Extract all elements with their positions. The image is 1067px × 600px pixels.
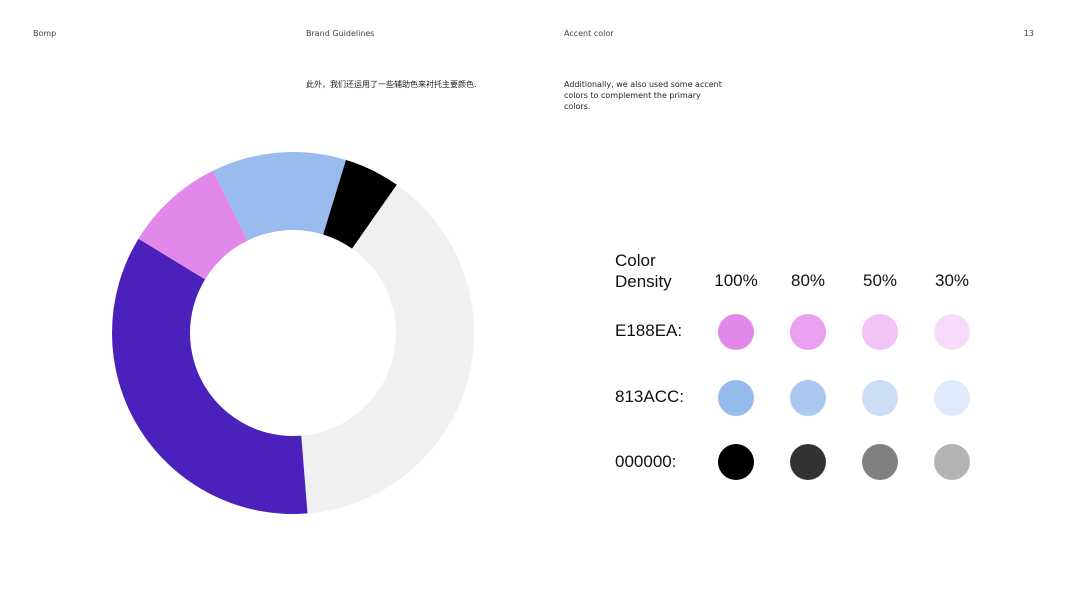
row-label-blue: 813ACC: <box>615 387 684 406</box>
column-header-80: 80% <box>790 271 826 290</box>
document-title: Brand Guidelines <box>306 29 375 38</box>
column-header-50: 50% <box>862 271 898 290</box>
swatch-pink-30 <box>934 314 970 350</box>
swatch-black-80 <box>790 444 826 480</box>
density-table-title: Color Density <box>615 250 672 292</box>
swatch-pink-100 <box>718 314 754 350</box>
column-header-100: 100% <box>714 271 758 290</box>
density-title-line2: Density <box>615 272 672 291</box>
brand-name: Bomp <box>33 29 57 38</box>
accent-color-donut <box>112 152 475 514</box>
donut-segment-4 <box>213 152 346 241</box>
swatch-blue-30 <box>934 380 970 416</box>
swatch-black-30 <box>934 444 970 480</box>
page-number: 13 <box>1023 29 1034 38</box>
donut-segment-2 <box>112 238 308 514</box>
swatch-blue-100 <box>718 380 754 416</box>
swatch-black-50 <box>862 444 898 480</box>
column-header-30: 30% <box>934 271 970 290</box>
intro-text-chinese: 此外，我们还运用了一些辅助色来衬托主要颜色. <box>306 80 477 89</box>
section-title: Accent color <box>564 29 614 38</box>
donut-segment-3 <box>138 170 248 280</box>
swatch-pink-50 <box>862 314 898 350</box>
swatch-blue-50 <box>862 380 898 416</box>
donut-segment-0 <box>323 159 397 249</box>
donut-segment-1 <box>301 184 475 514</box>
swatch-black-100 <box>718 444 754 480</box>
density-title-line1: Color <box>615 251 656 270</box>
swatch-pink-80 <box>790 314 826 350</box>
row-label-black: 000000: <box>615 452 677 471</box>
swatch-blue-80 <box>790 380 826 416</box>
row-label-pink: E188EA: <box>615 321 683 340</box>
intro-text-english: Additionally, we also used some accent c… <box>564 80 722 111</box>
